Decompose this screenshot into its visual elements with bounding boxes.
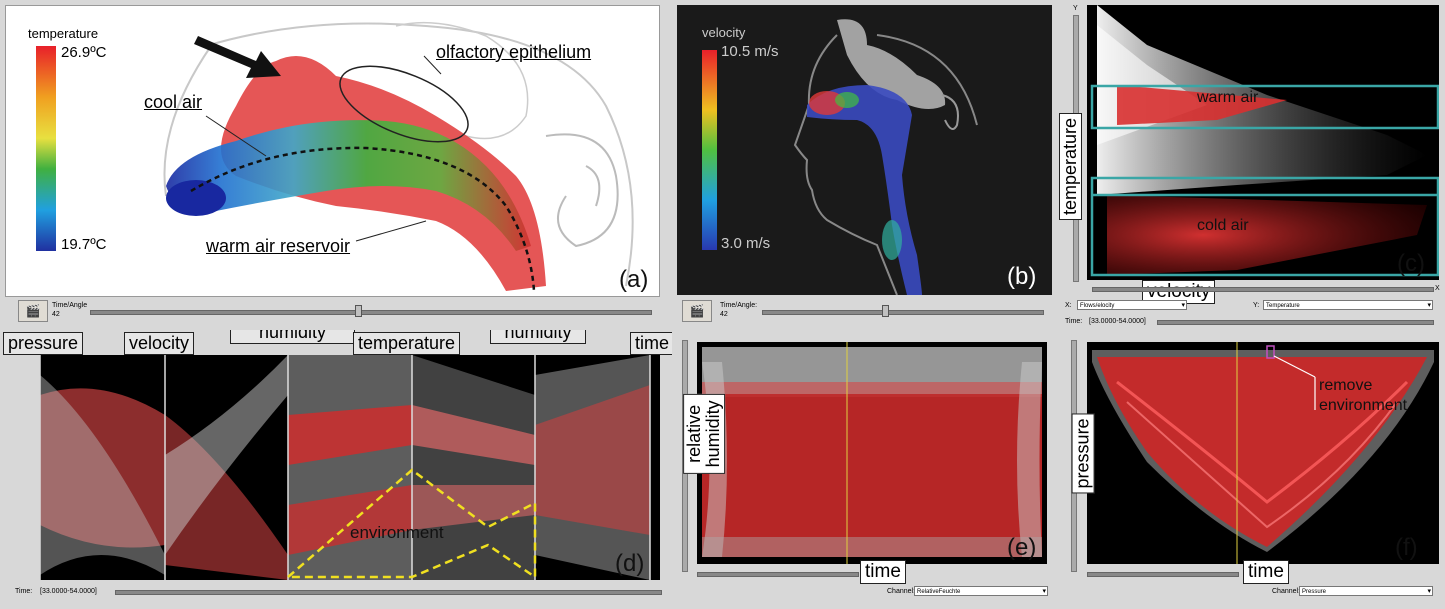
panel-label-a: (a) — [619, 266, 649, 293]
y-axis-text: relative humidity — [684, 400, 723, 468]
environment-outline — [284, 468, 537, 580]
panel-b: velocity 10.5 m/s 3.0 m/s (b) 🎬 Time/Ang… — [672, 0, 1057, 330]
environment-label: environment — [350, 523, 444, 542]
time-range: [33.0000-54.0000] — [40, 588, 97, 595]
nasal-cavity-render — [36, 21, 634, 292]
scatter-plot — [1090, 5, 1439, 277]
channel-label: Channel: — [887, 588, 916, 595]
axis-label-time: time — [630, 332, 672, 355]
relative-humidity-time-view[interactable]: (e) — [697, 342, 1047, 564]
time-angle-label: Time/Angle: — [720, 302, 758, 309]
x-axis-label: time — [1243, 560, 1289, 584]
axis-label-massfraction-humidity: massfraction humidity — [230, 330, 355, 344]
panel-a: temperature 26.9ºC 19.7ºC olfactory epit… — [0, 0, 672, 330]
y-tick: Y — [1073, 5, 1078, 12]
x-range-slider[interactable] — [1087, 572, 1239, 577]
velocity-colorbar-max: 10.5 m/s — [721, 43, 779, 60]
time-angle-slider[interactable] — [762, 310, 1044, 315]
remove-environment-label: remove environment — [1319, 377, 1408, 414]
axis-label-pressure: pressure — [3, 332, 84, 355]
panel-label-c: (c) — [1397, 250, 1425, 277]
warm-air-label: warm air — [1197, 89, 1259, 106]
panel-label-f: (f) — [1395, 534, 1418, 561]
axis-label-relative-humidity: relative humidity — [490, 330, 586, 344]
y-axis-label: temperature — [1059, 112, 1082, 220]
time-angle-thumb[interactable] — [355, 305, 362, 317]
axis-label-velocity: velocity — [124, 332, 195, 355]
warm-cluster — [1117, 85, 1287, 125]
parallel-coordinates-plot — [40, 355, 651, 580]
velocity-colorbar-title: velocity — [702, 25, 746, 40]
airway — [807, 85, 922, 295]
channel-select[interactable]: Pressure — [1299, 586, 1433, 597]
x-range-slider[interactable] — [697, 572, 859, 577]
time-angle-value: 42 — [52, 311, 60, 318]
temperature-colorbar — [36, 46, 56, 251]
head-velocity-render — [677, 5, 1052, 295]
arrow-indicator — [194, 36, 281, 78]
olfactory-ellipse — [339, 65, 469, 143]
time-angle-thumb[interactable] — [882, 305, 889, 317]
warm-air-label: warm air reservoir — [206, 236, 351, 256]
velocity-colorbar-min: 3.0 m/s — [721, 235, 771, 252]
pressure-time-view[interactable]: remove environment (f) — [1087, 342, 1439, 564]
panel-label-b: (b) — [1007, 263, 1037, 290]
x-select-label: X: — [1065, 302, 1072, 309]
cold-air-label: cold air — [1197, 217, 1249, 234]
time-label: Time: — [15, 588, 33, 595]
pressure-curves-plot — [1092, 342, 1434, 564]
y-axis-select[interactable]: Temperature — [1263, 300, 1433, 311]
head-outline — [163, 22, 634, 287]
panel-label-e: (e) — [1007, 534, 1037, 561]
time-angle-label: Time/Angle — [52, 302, 88, 309]
y-axis-label: relative humidity — [683, 393, 725, 474]
line-density-plot — [702, 342, 1042, 564]
time-angle-slider[interactable] — [90, 310, 652, 315]
velocity-view[interactable]: velocity 10.5 m/s 3.0 m/s (b) — [677, 5, 1052, 295]
panel-d: environment (d) pressure velocity massfr… — [0, 330, 672, 609]
flow-path — [190, 146, 536, 292]
colorbar-title: temperature — [28, 26, 99, 41]
relative-humidity-text: relative humidity — [504, 330, 572, 342]
time-label: Time: — [1065, 318, 1083, 325]
y-select-label: Y: — [1253, 302, 1260, 309]
cool-air-label: cool air — [144, 92, 203, 112]
colorbar-max: 26.9ºC — [61, 44, 107, 61]
cold-selection-box — [1090, 176, 1439, 277]
x-axis-select[interactable]: Flows/elocity — [1077, 300, 1187, 311]
olfactory-label: olfactory epithelium — [436, 42, 592, 62]
y-axis-label: pressure — [1071, 413, 1095, 494]
x-axis-label: time — [860, 560, 906, 584]
channel-label: Channel: — [1272, 588, 1301, 595]
colorbar-min: 19.7ºC — [61, 236, 107, 253]
x-tick: X — [1435, 285, 1440, 292]
camera-icon[interactable]: 🎬 — [682, 300, 712, 322]
massfraction-humidity-text: massfraction humidity — [258, 330, 327, 342]
velocity-colorbar — [702, 50, 717, 250]
time-angle-value: 42 — [720, 311, 728, 318]
axis-label-temperature: temperature — [353, 332, 461, 355]
time-range-slider[interactable] — [1157, 320, 1434, 325]
time-range: [33.0000-54.0000] — [1089, 318, 1146, 325]
remove-marker — [1266, 345, 1275, 359]
scatter-view[interactable]: warm air cold air (c) — [1087, 5, 1439, 280]
parallel-coordinates-view[interactable]: environment (d) — [40, 355, 660, 580]
camera-icon[interactable]: 🎬 — [18, 300, 48, 322]
airflow-region — [166, 120, 531, 251]
panel-f: remove environment (f) pressure time Cha… — [1057, 330, 1445, 609]
panel-c: Y warm air cold air (c) tem — [1057, 0, 1445, 330]
panel-label-d: (d) — [615, 550, 645, 577]
warm-selection-box — [1090, 84, 1439, 130]
cold-cluster — [1107, 195, 1427, 275]
time-range-slider[interactable] — [115, 590, 662, 595]
channel-select[interactable]: RelativeFeuchte — [914, 586, 1048, 597]
panel-e: (e) relative humidity time Channel: Rela… — [672, 330, 1057, 609]
nasal-temperature-view[interactable]: temperature 26.9ºC 19.7ºC olfactory epit… — [5, 5, 660, 297]
x-range-slider[interactable] — [1092, 287, 1434, 292]
